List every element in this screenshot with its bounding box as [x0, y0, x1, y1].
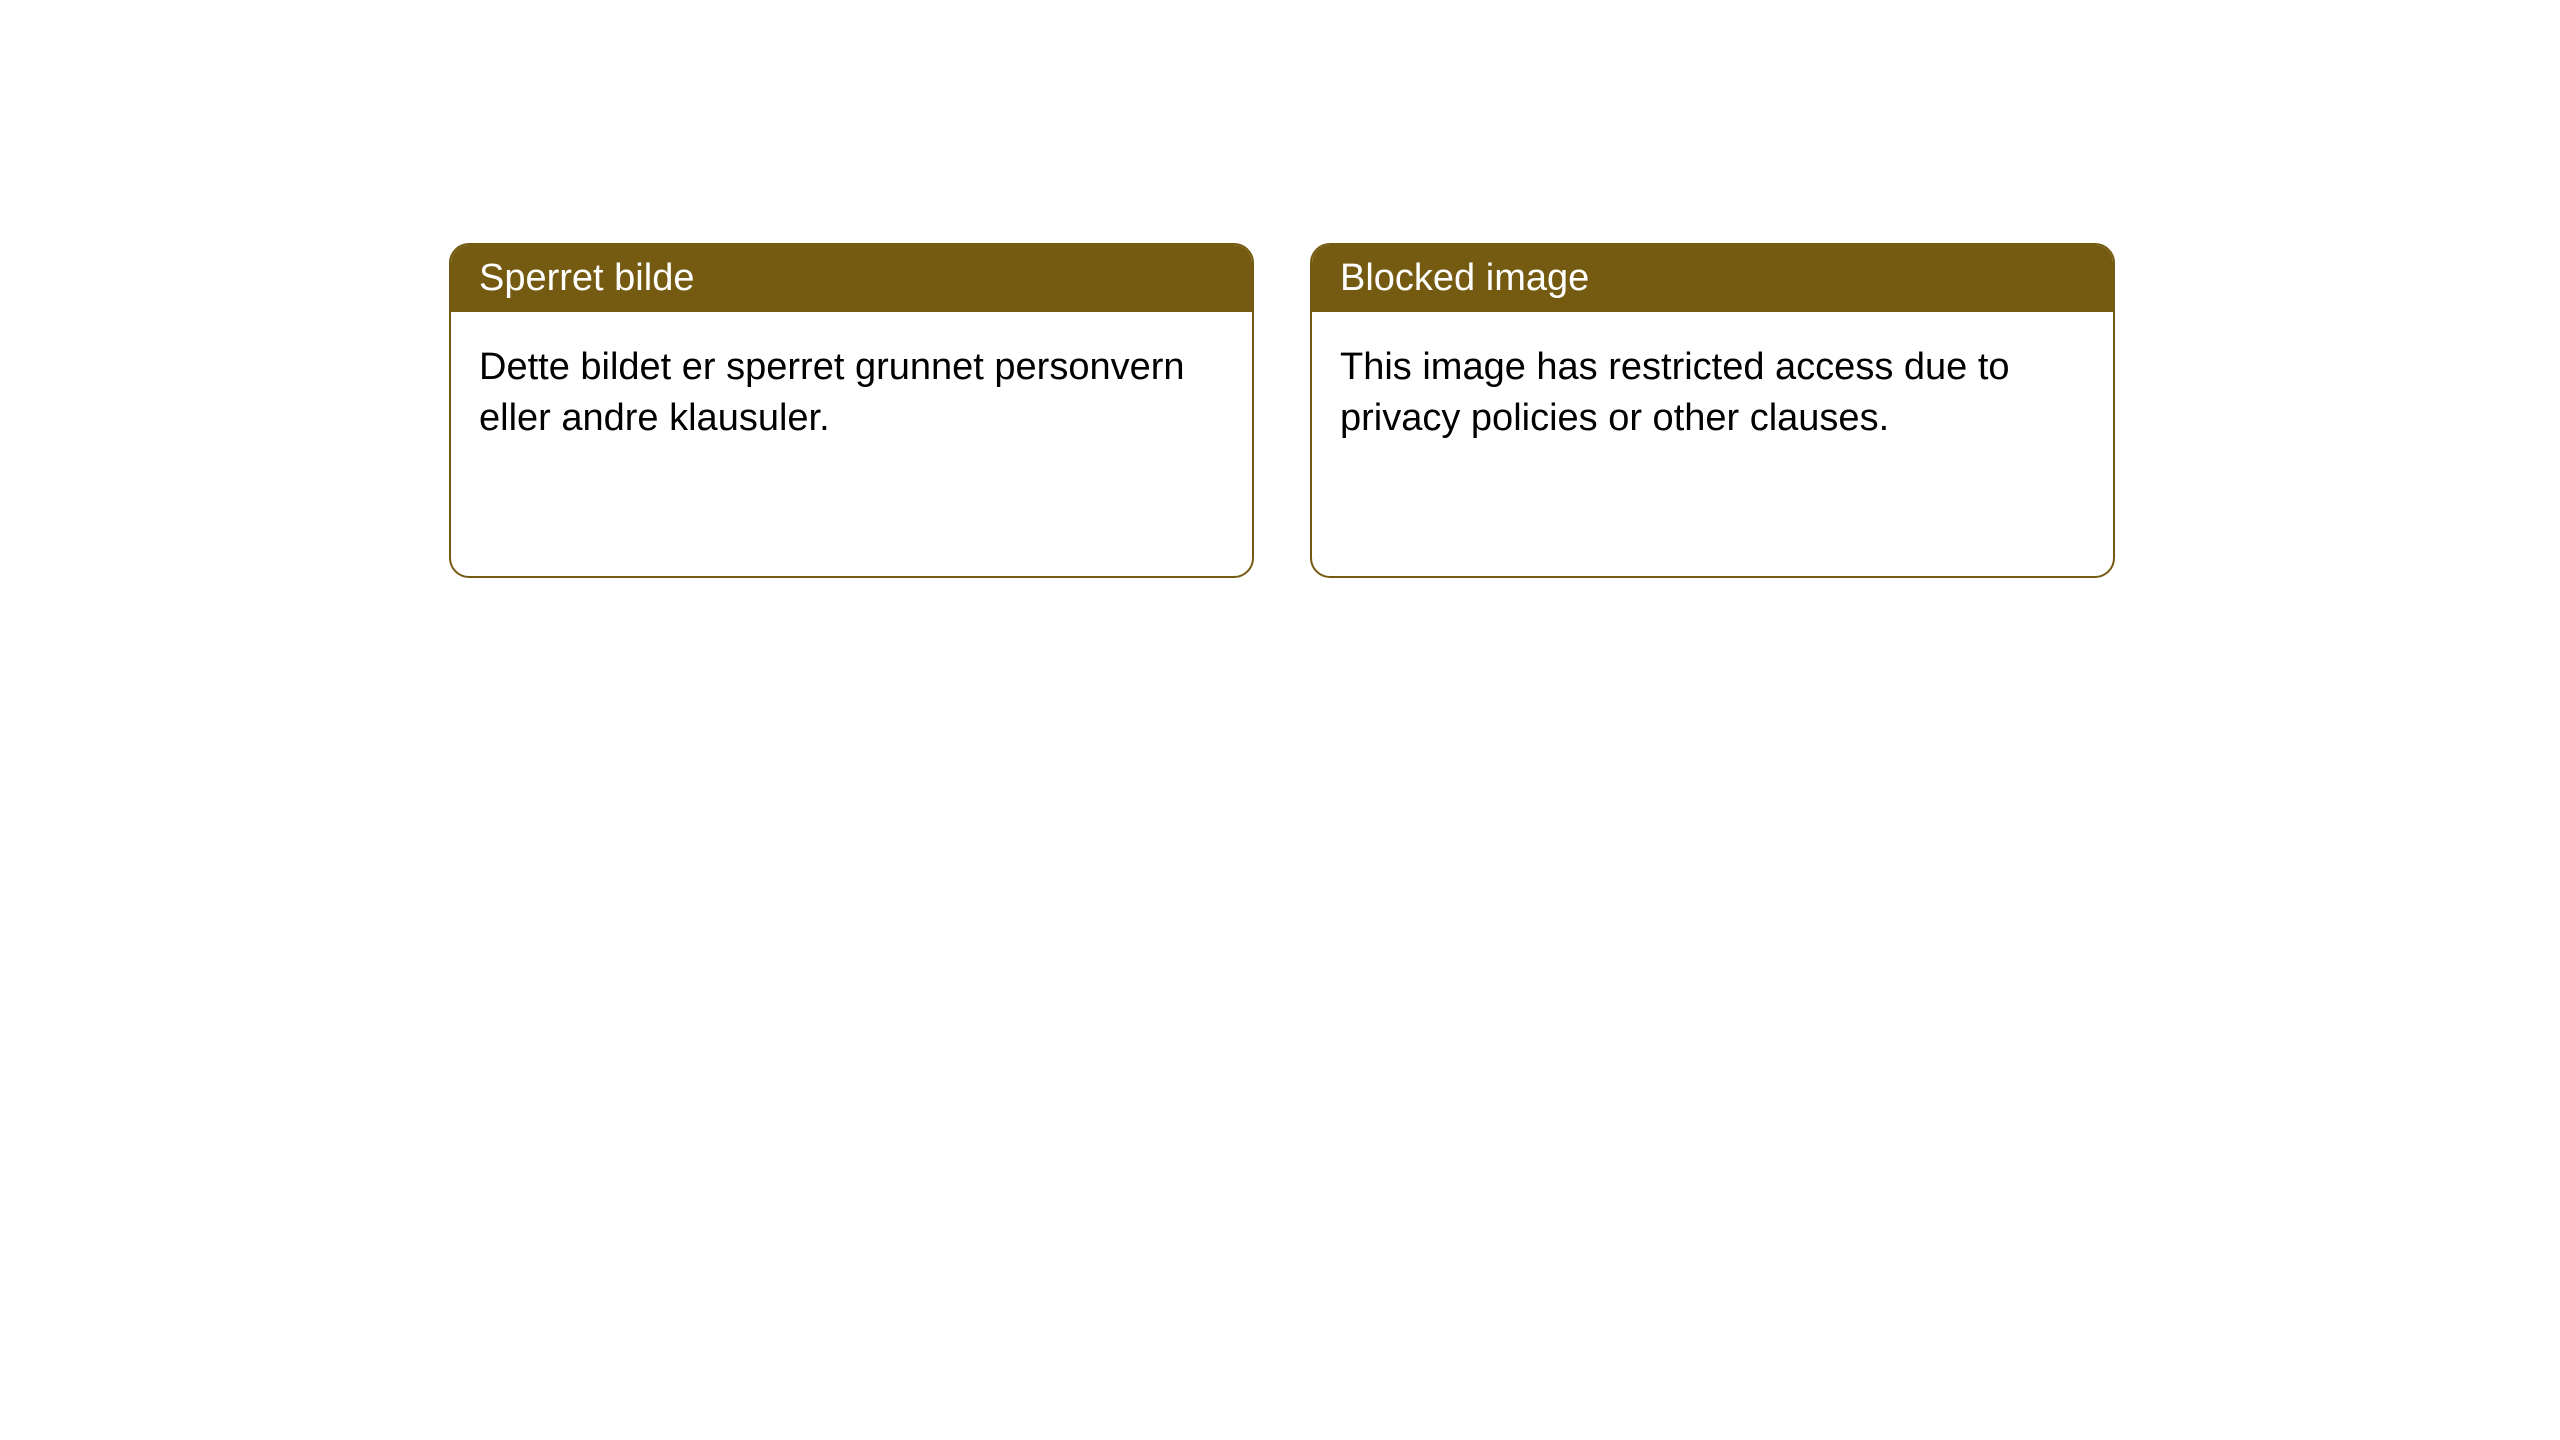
- notice-card-norwegian: Sperret bilde Dette bildet er sperret gr…: [449, 243, 1254, 578]
- notice-card-english: Blocked image This image has restricted …: [1310, 243, 2115, 578]
- notice-body: This image has restricted access due to …: [1312, 312, 2113, 485]
- notice-container: Sperret bilde Dette bildet er sperret gr…: [449, 243, 2115, 578]
- notice-body-text: Dette bildet er sperret grunnet personve…: [479, 346, 1185, 439]
- notice-body-text: This image has restricted access due to …: [1340, 346, 2010, 439]
- notice-title: Blocked image: [1340, 257, 1589, 299]
- notice-body: Dette bildet er sperret grunnet personve…: [451, 312, 1252, 485]
- notice-header: Sperret bilde: [451, 245, 1252, 312]
- notice-header: Blocked image: [1312, 245, 2113, 312]
- notice-title: Sperret bilde: [479, 257, 694, 299]
